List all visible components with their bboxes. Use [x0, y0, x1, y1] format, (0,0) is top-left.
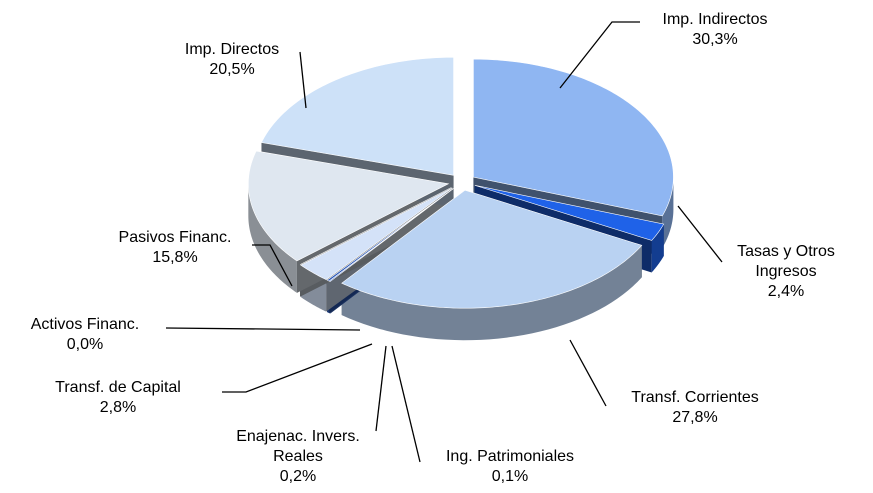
slice-side: [651, 224, 664, 273]
slice-label: Transf. Corrientes 27,8%: [595, 388, 795, 428]
slice: [474, 185, 665, 241]
value-label: 0,1%: [491, 468, 529, 485]
category-name: Imp. Indirectos: [662, 11, 768, 28]
slice-tops: [248, 56, 674, 309]
slice-label: Transf. de Capital 2,8%: [8, 378, 228, 418]
slice-label: Pasivos Financ. 15,8%: [90, 228, 260, 268]
category-name: Imp. Directos: [184, 41, 280, 58]
leader-line: [391, 345, 421, 463]
slice: [261, 56, 454, 176]
slice: [326, 188, 454, 282]
slice-label: Imp. Indirectos 30,3%: [635, 10, 795, 50]
category-name: Transf. de Capital: [55, 379, 181, 396]
category-name: Ing. Patrimoniales: [445, 448, 575, 465]
category-name: Transf. Corrientes: [631, 389, 759, 406]
slice-label: Tasas y Otros Ingresos 2,4%: [721, 242, 851, 302]
leader-line: [299, 51, 307, 109]
value-label: 30,3%: [692, 31, 738, 48]
slice: [473, 58, 674, 217]
slice: [248, 150, 450, 262]
slice-label: Enajenac. Invers. Reales 0,2%: [213, 427, 383, 487]
category-name: Activos Financ.: [30, 316, 140, 333]
value-label: 20,5%: [209, 61, 255, 78]
value-label: 2,4%: [767, 283, 805, 300]
leader-line: [569, 339, 607, 407]
slice: [300, 187, 453, 280]
slice-label: Activos Financ. 0,0%: [0, 315, 170, 355]
slice-label: Imp. Directos 20,5%: [147, 40, 317, 80]
value-label: 0,2%: [279, 468, 317, 485]
leader-line: [252, 244, 293, 287]
leader-line: [375, 345, 387, 432]
slice-side: [662, 177, 674, 248]
slice-side: [341, 245, 642, 341]
category-name: Enajenac. Invers. Reales: [236, 428, 360, 465]
value-label: 15,8%: [152, 249, 198, 266]
category-name: Pasivos Financ.: [118, 229, 232, 246]
leader-line: [222, 343, 373, 393]
slice-side: [248, 183, 297, 293]
leader-line: [559, 21, 640, 89]
value-label: 0,0%: [66, 336, 104, 353]
value-label: 2,8%: [99, 399, 137, 416]
leader-line: [677, 205, 723, 263]
leader-line: [165, 327, 361, 331]
slice: [341, 189, 643, 309]
category-name: Tasas y Otros Ingresos: [737, 243, 835, 280]
slice-label: Ing. Patrimoniales 0,1%: [410, 447, 610, 487]
value-label: 27,8%: [672, 409, 718, 426]
